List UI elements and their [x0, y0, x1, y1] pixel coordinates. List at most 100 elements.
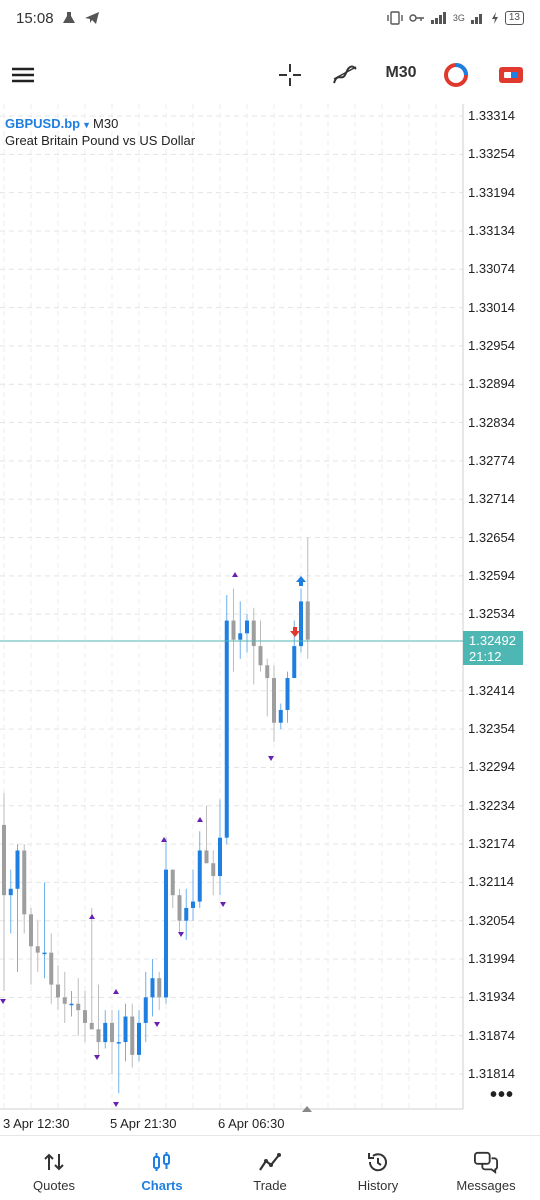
price-axis-label: 1.31874 [468, 1027, 515, 1043]
candle [42, 882, 47, 979]
candle-body [29, 914, 33, 947]
price-axis-label: 1.31934 [468, 989, 515, 1005]
chart-symbol-header[interactable]: GBPUSD.bp ▼ M30 [5, 116, 118, 131]
price-axis-label: 1.31814 [468, 1066, 515, 1081]
messages-icon [474, 1150, 498, 1174]
candle [2, 792, 6, 991]
candle [177, 888, 182, 934]
candle [204, 805, 209, 864]
candle-body [42, 952, 47, 955]
indicators-button[interactable] [330, 60, 360, 90]
price-axis-label: 1.32894 [468, 376, 515, 392]
candle [224, 595, 229, 845]
candle [258, 620, 263, 672]
candle [123, 1003, 128, 1062]
candle-body [278, 709, 283, 723]
price-axis-label: 1.32834 [468, 414, 515, 430]
chart-area[interactable]: GBPUSD.bp ▼ M30 Great Britain Pound vs US … [0, 104, 540, 1134]
candlestick-chart[interactable] [0, 104, 540, 1134]
nav-history[interactable]: History [324, 1136, 432, 1200]
candle [211, 850, 216, 896]
network-type: 3G [452, 13, 465, 23]
candle-body [245, 620, 249, 634]
fractal-up-marker [232, 572, 238, 577]
candle [170, 869, 175, 908]
nav-label: Trade [253, 1178, 287, 1193]
charging-icon [491, 12, 498, 24]
candle-body [204, 850, 209, 864]
fractal-down-marker [178, 932, 184, 937]
price-axis-label: 1.31994 [468, 951, 515, 967]
chart-timeframe: M30 [93, 116, 119, 131]
symbol-dropdown-icon[interactable]: ▼ [82, 120, 92, 130]
price-axis-label: 1.32354 [468, 721, 515, 737]
candle [22, 844, 27, 934]
candle-body [62, 997, 67, 1004]
nav-trade[interactable]: Trade [216, 1136, 324, 1200]
trade-signals-button[interactable] [441, 60, 471, 90]
candle [96, 984, 101, 1055]
signal-icon-2 [470, 14, 482, 24]
candle-body [15, 850, 20, 889]
time-axis-label: 6 Apr 06:30 [218, 1116, 285, 1131]
menu-button[interactable] [10, 62, 36, 88]
more-options-button[interactable]: ••• [490, 1084, 515, 1106]
timeframe-button[interactable]: M30 [385, 64, 417, 81]
price-axis-label: 1.32234 [468, 797, 515, 813]
fractal-down-marker [94, 1055, 100, 1060]
signal-icon [430, 12, 446, 24]
fractal-down-marker [154, 1022, 160, 1027]
candle-body [137, 1022, 141, 1055]
chart-grid [0, 104, 463, 1109]
status-time: 15:08 [16, 9, 54, 27]
candle-body [56, 984, 60, 998]
candle-body [110, 1022, 114, 1043]
trade-icon [258, 1150, 282, 1174]
candle-body [2, 824, 6, 896]
candle-body [292, 646, 297, 679]
candle [238, 601, 243, 659]
candle-body [157, 978, 162, 998]
time-axis-label: 5 Apr 21:30 [110, 1116, 177, 1131]
candle-body [258, 646, 263, 666]
nav-quotes[interactable]: Quotes [0, 1136, 108, 1200]
candle-body [164, 869, 168, 998]
candle [89, 907, 94, 1030]
crosshair-icon [279, 64, 301, 86]
candle-body [96, 1029, 101, 1043]
price-axis-label: 1.32774 [468, 452, 515, 468]
vibrate-icon [387, 11, 403, 25]
nav-charts[interactable]: Charts [108, 1136, 216, 1200]
sell-arrow-marker [290, 627, 300, 637]
one-click-trading-button[interactable] [496, 60, 526, 90]
nav-label: Charts [141, 1178, 183, 1193]
charts-icon [150, 1150, 174, 1174]
candle-body [116, 1042, 121, 1044]
candle-body [177, 895, 182, 921]
fractal-up-marker [113, 989, 119, 994]
chart-symbol[interactable]: GBPUSD.bp [5, 116, 81, 131]
nav-messages[interactable]: Messages [432, 1136, 540, 1200]
crosshair-button[interactable] [275, 60, 305, 90]
bar-countdown: 21:12 [469, 649, 502, 664]
candle-body [130, 1016, 135, 1055]
candle [83, 990, 87, 1043]
candle [137, 1010, 141, 1062]
candle-body [299, 601, 303, 647]
candle [164, 837, 168, 1004]
candle-body [305, 601, 310, 640]
candle [305, 537, 310, 659]
nav-label: History [357, 1178, 399, 1193]
candle-body [22, 850, 27, 915]
candle-body [76, 1003, 81, 1011]
key-icon [409, 14, 424, 22]
candle-body [69, 1003, 74, 1006]
candle-body [123, 1016, 128, 1043]
shift-marker [302, 1106, 312, 1112]
candle [191, 869, 195, 921]
candle [265, 658, 270, 717]
candle [150, 959, 155, 1017]
candle [157, 971, 162, 1011]
current-price-box: 1.32492 21:12 [463, 631, 523, 665]
candle [143, 971, 148, 1043]
